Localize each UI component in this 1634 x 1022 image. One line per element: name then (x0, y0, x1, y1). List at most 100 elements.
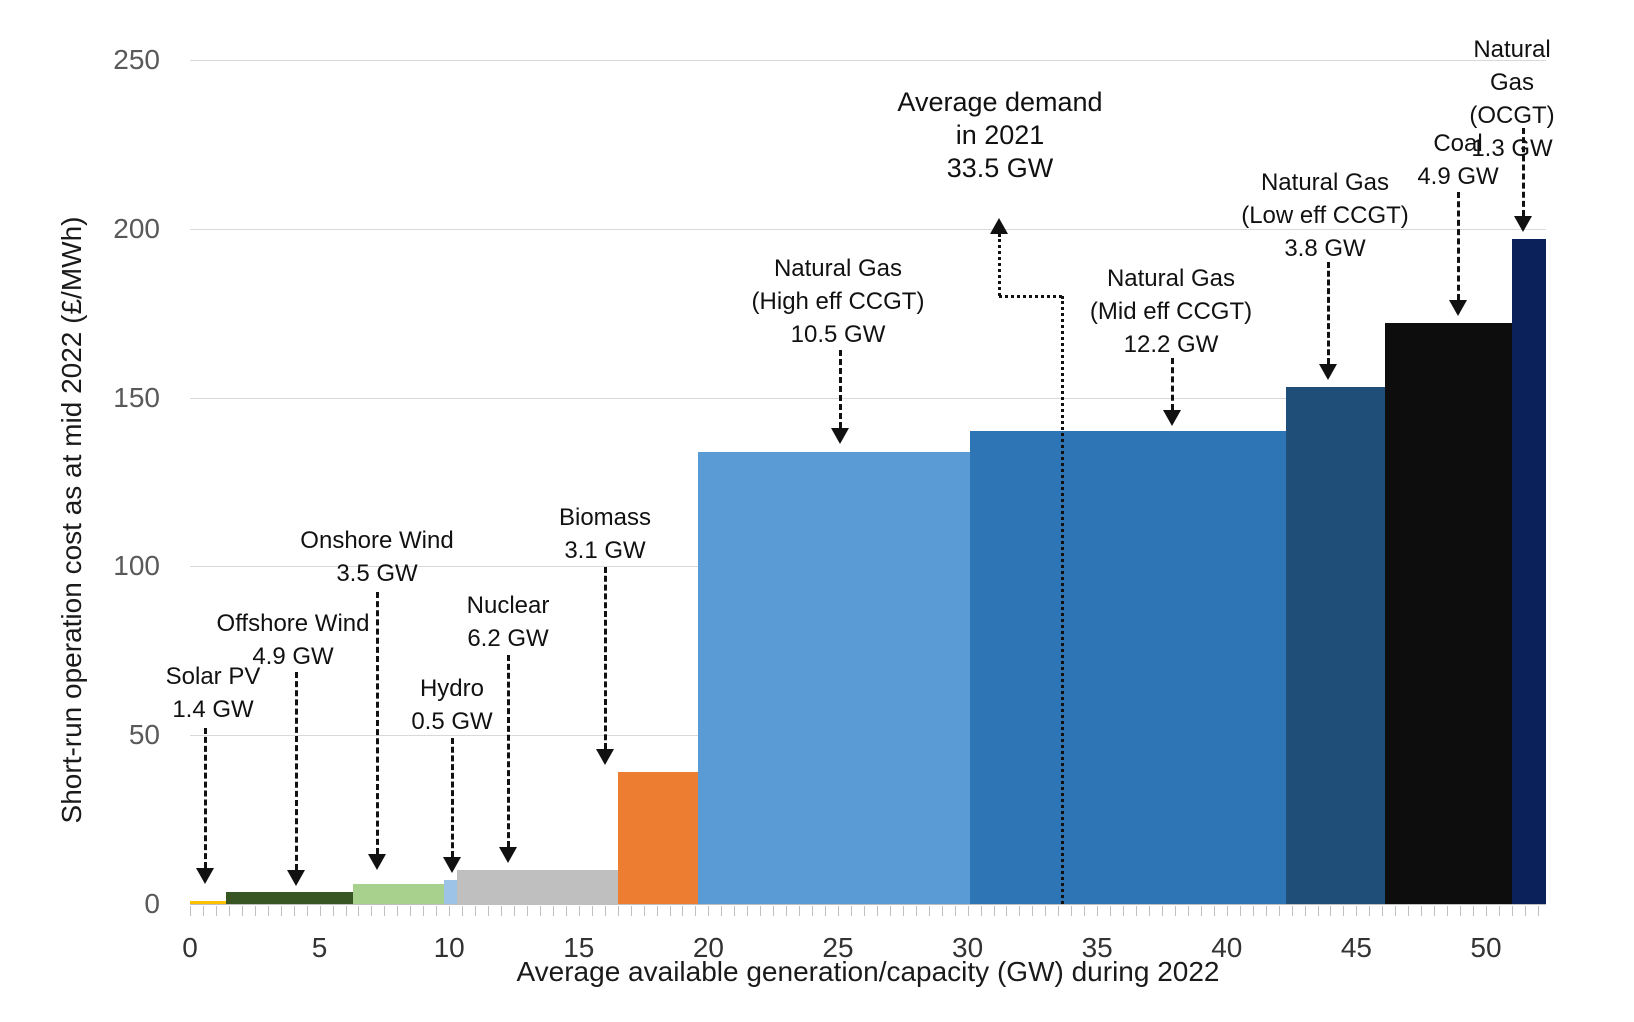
x-minor-tick (423, 906, 425, 916)
x-minor-tick (1045, 906, 1047, 916)
annotation-ng-high-ccgt: Natural Gas (High eff CCGT) 10.5 GW (751, 255, 925, 348)
x-minor-tick (1356, 906, 1358, 916)
annotation-arrow-onshore-wind (375, 592, 379, 854)
x-minor-tick (475, 906, 477, 916)
annotation-biomass: Biomass 3.1 GW (558, 504, 652, 564)
bar-onshore-wind (353, 883, 444, 904)
annotation-arrowhead-offshore-wind (287, 870, 305, 886)
x-minor-tick (1110, 906, 1112, 916)
annotation-ng-low-ccgt: Natural Gas (Low eff CCGT) 3.8 GW (1241, 169, 1409, 262)
x-minor-tick (332, 906, 334, 916)
x-minor-tick (1187, 906, 1189, 916)
x-tick-label-5: 5 (311, 932, 328, 963)
x-minor-tick (526, 906, 528, 916)
x-minor-tick (319, 906, 321, 916)
x-minor-tick (1058, 906, 1060, 916)
x-minor-tick (384, 906, 386, 916)
x-minor-tick (928, 906, 930, 916)
x-minor-tick (190, 906, 191, 916)
annotation-arrow-offshore-wind (294, 672, 298, 870)
annotation-ng-mid-ccgt: Natural Gas (Mid eff CCGT) 12.2 GW (1089, 265, 1253, 358)
x-minor-tick (1006, 906, 1008, 916)
x-minor-tick (863, 906, 865, 916)
bar-biomass (617, 772, 699, 904)
annotation-arrowhead-ng-ocgt (1514, 216, 1532, 232)
annotation-hydro: Hydro 0.5 GW (411, 675, 493, 735)
annotation-arrowhead-ng-low-ccgt (1319, 364, 1337, 380)
x-minor-tick (202, 906, 204, 916)
x-minor-tick (915, 906, 917, 916)
x-minor-tick (1434, 906, 1436, 916)
x-minor-tick (1343, 906, 1345, 916)
x-minor-tick (825, 906, 827, 916)
x-minor-tick (1265, 906, 1267, 916)
x-minor-tick (1486, 906, 1487, 916)
x-minor-tick (591, 906, 593, 916)
x-minor-tick (954, 906, 956, 916)
y-tick-label-0: 0 (144, 888, 160, 919)
annotation-arrowhead-nuclear (499, 847, 517, 863)
x-minor-tick (1149, 906, 1151, 916)
annotation-arrow-hydro (450, 738, 454, 857)
annotation-arrowhead-solar-pv (196, 868, 214, 884)
annotation-nuclear: Nuclear 6.2 GW (466, 592, 550, 652)
x-minor-tick (993, 906, 995, 916)
y-tick-label-150: 150 (113, 381, 160, 413)
x-minor-tick (850, 906, 852, 916)
x-minor-tick (747, 906, 749, 916)
x-minor-tick (889, 906, 891, 916)
x-minor-tick (721, 906, 723, 916)
bar-coal (1384, 323, 1512, 904)
x-minor-tick (1136, 906, 1138, 916)
annotation-arrow-average-demand (997, 234, 1001, 296)
x-minor-tick (1084, 906, 1086, 916)
x-minor-tick (1511, 906, 1513, 916)
bar-ng-high-ccgt (698, 451, 971, 904)
gridline-y-250 (190, 60, 1546, 61)
annotation-arrow-coal (1456, 192, 1460, 300)
x-minor-tick (215, 906, 217, 916)
x-minor-tick (1460, 906, 1462, 916)
x-tick-label-40: 40 (1211, 932, 1243, 963)
gridline-y-200 (190, 228, 1546, 230)
x-minor-tick (604, 906, 606, 916)
x-minor-tick (786, 906, 788, 916)
x-minor-tick (462, 906, 464, 916)
x-tick-label-20: 20 (692, 932, 724, 963)
annotation-offshore-wind: Offshore Wind 4.9 GW (216, 610, 370, 670)
x-minor-tick (1162, 906, 1163, 916)
x-minor-tick (773, 906, 775, 916)
bar-ng-low-ccgt (1286, 387, 1385, 904)
x-minor-tick (436, 906, 438, 916)
bar-offshore-wind (226, 892, 354, 904)
x-minor-tick (345, 906, 347, 916)
x-tick-label-25: 25 (822, 932, 854, 963)
x-minor-tick (1395, 906, 1397, 916)
annotation-arrow-ng-low-ccgt (1326, 262, 1330, 364)
x-minor-tick (501, 906, 503, 916)
x-minor-tick (578, 906, 580, 916)
annotation-arrow-solar-pv (203, 728, 207, 868)
x-minor-tick (228, 906, 230, 916)
x-minor-tick (371, 906, 373, 916)
x-minor-tick (397, 906, 399, 916)
x-minor-tick (1226, 906, 1228, 916)
x-minor-tick (488, 906, 490, 916)
y-tick-label-250: 250 (113, 44, 160, 75)
x-minor-tick (1447, 906, 1449, 916)
x-minor-tick (449, 906, 451, 916)
x-minor-tick (682, 906, 684, 916)
x-minor-tick (241, 906, 243, 916)
x-minor-tick (1408, 906, 1410, 916)
x-axis-line (190, 904, 1546, 905)
x-minor-tick (552, 906, 554, 916)
x-minor-tick (1174, 906, 1176, 916)
x-minor-tick (1071, 906, 1073, 916)
x-minor-tick (1019, 906, 1021, 916)
x-minor-tick (293, 906, 295, 916)
x-minor-tick (565, 906, 567, 916)
annotation-arrowhead-average-demand (990, 218, 1008, 234)
x-minor-tick (410, 906, 412, 916)
annotation-average-demand: Average demand in 2021 33.5 GW (897, 87, 1103, 183)
bar-nuclear (456, 870, 618, 904)
